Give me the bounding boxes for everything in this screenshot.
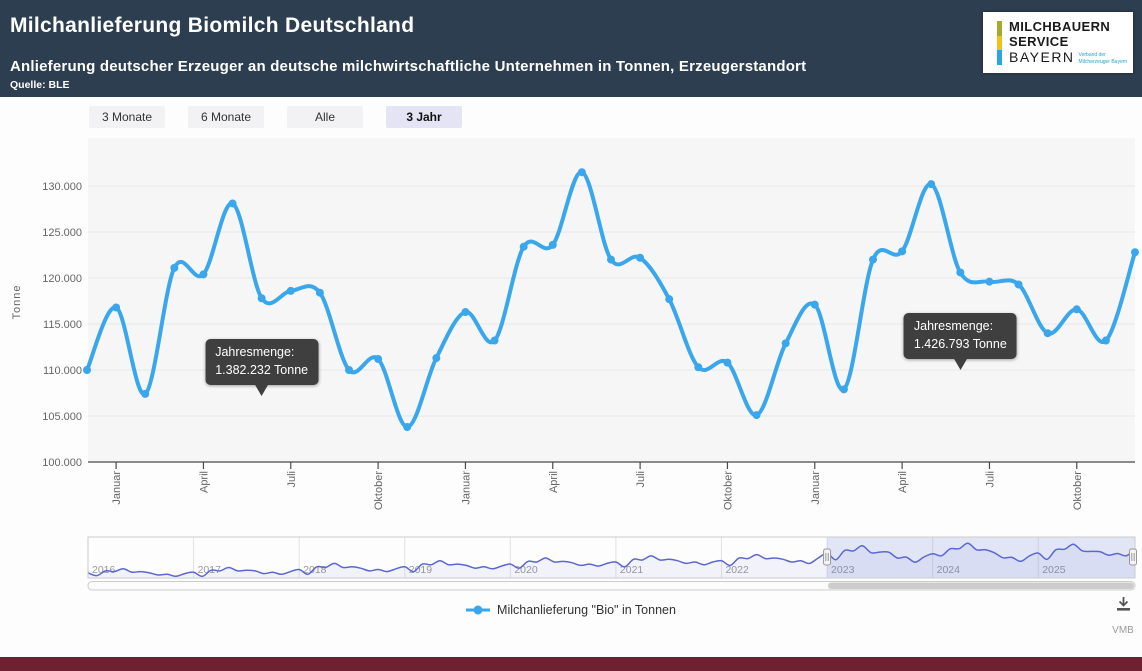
x-axis-labels: Januar April Juli Oktober Januar April Juli Okt… [111, 471, 1084, 510]
svg-text:2022: 2022 [725, 564, 749, 576]
navigator-area [88, 543, 1135, 578]
header: Milchanlieferung Biomilch Deutschland An… [0, 0, 1142, 97]
range-button-alle[interactable]: Alle [287, 106, 363, 128]
milchbauern-service-bayern-logo: MILCHBAUERN SERVICE BAYERN Verband der Mil… [983, 12, 1133, 73]
svg-text:Oktober: Oktober [373, 471, 385, 510]
svg-text:Juli: Juli [984, 471, 996, 488]
svg-text:100.000: 100.000 [42, 457, 82, 469]
svg-text:2025: 2025 [1042, 564, 1066, 576]
series-markers [83, 168, 1139, 432]
navigator-line [87, 542, 1136, 578]
svg-text:April: April [198, 471, 210, 493]
svg-text:2023: 2023 [831, 564, 855, 576]
navigator-year-gridlines [193, 537, 1039, 578]
page-title: Milchanlieferung Biomilch Deutschland [10, 14, 415, 37]
legend-series-marker[interactable] [466, 604, 491, 616]
svg-text:Januar: Januar [460, 471, 472, 505]
svg-text:105.000: 105.000 [42, 411, 82, 423]
svg-text:April: April [897, 471, 909, 493]
logo-line3: BAYERN [1009, 49, 1075, 66]
source-label: Quelle: BLE [10, 79, 70, 91]
y-axis-title: Tonne [11, 285, 23, 320]
svg-text:130.000: 130.000 [42, 181, 82, 193]
navigator-selected-range[interactable] [827, 537, 1135, 578]
range-button-6-monate[interactable]: 6 Monate [188, 106, 264, 128]
svg-text:110.000: 110.000 [43, 365, 82, 377]
svg-text:120.000: 120.000 [42, 273, 82, 285]
plot-area[interactable] [88, 138, 1135, 462]
scrollbar-thumb[interactable] [828, 582, 1134, 590]
logo-color-stripe [997, 21, 1002, 66]
logo-line2: SERVICE [1009, 33, 1069, 49]
logo-tagline: Verband der Milcherzeuger Bayern [1078, 52, 1128, 65]
range-button-3-monate[interactable]: 3 Monate [89, 106, 165, 128]
download-icon [1116, 596, 1130, 611]
bottom-footer-bar [0, 657, 1142, 671]
tooltip-jahresmenge-2: Jahresmenge: 1.426.793 Tonne [903, 313, 1017, 371]
legend: Milchanlieferung "Bio" in Tonnen [0, 599, 1142, 621]
svg-text:115.000: 115.000 [43, 319, 82, 331]
series-line[interactable] [85, 170, 1137, 430]
svg-text:April: April [548, 471, 560, 493]
navigator-handle-right[interactable] [1129, 548, 1137, 566]
navigator-handle-left[interactable] [823, 548, 832, 566]
page-subtitle: Anlieferung deutscher Erzeuger an deutsc… [10, 58, 807, 75]
svg-text:2016: 2016 [92, 564, 116, 576]
svg-text:125.000: 125.000 [42, 227, 82, 239]
svg-text:Oktober: Oktober [722, 471, 734, 510]
watermark-vmb: VMB [1112, 625, 1134, 636]
legend-series-label[interactable]: Milchanlieferung "Bio" in Tonnen [497, 603, 676, 617]
svg-text:2024: 2024 [937, 564, 961, 576]
logo-line1: MILCHBAUERN [1009, 19, 1111, 34]
download-button[interactable] [1108, 590, 1138, 617]
svg-text:2019: 2019 [409, 564, 433, 576]
range-button-3-jahr[interactable]: 3 Jahr [386, 106, 462, 128]
milk-delivery-chart[interactable]: 100.000 105.000 110.000 115.000 120.000 125.0… [0, 97, 1142, 657]
y-axis-labels: 100.000 105.000 110.000 115.000 120.000 125.0… [42, 181, 82, 469]
svg-text:Juli: Juli [635, 471, 647, 488]
x-axis-ticks [115, 462, 1078, 469]
range-selector: 3 Monate 6 Monate Alle 3 Jahr [89, 106, 462, 128]
svg-text:Januar: Januar [810, 471, 822, 505]
svg-text:Januar: Januar [111, 471, 123, 505]
svg-text:2017: 2017 [198, 564, 222, 576]
tooltip-jahresmenge-1: Jahresmenge: 1.382.232 Tonne [205, 339, 319, 397]
svg-text:Juli: Juli [286, 471, 298, 488]
svg-text:Oktober: Oktober [1072, 471, 1084, 510]
